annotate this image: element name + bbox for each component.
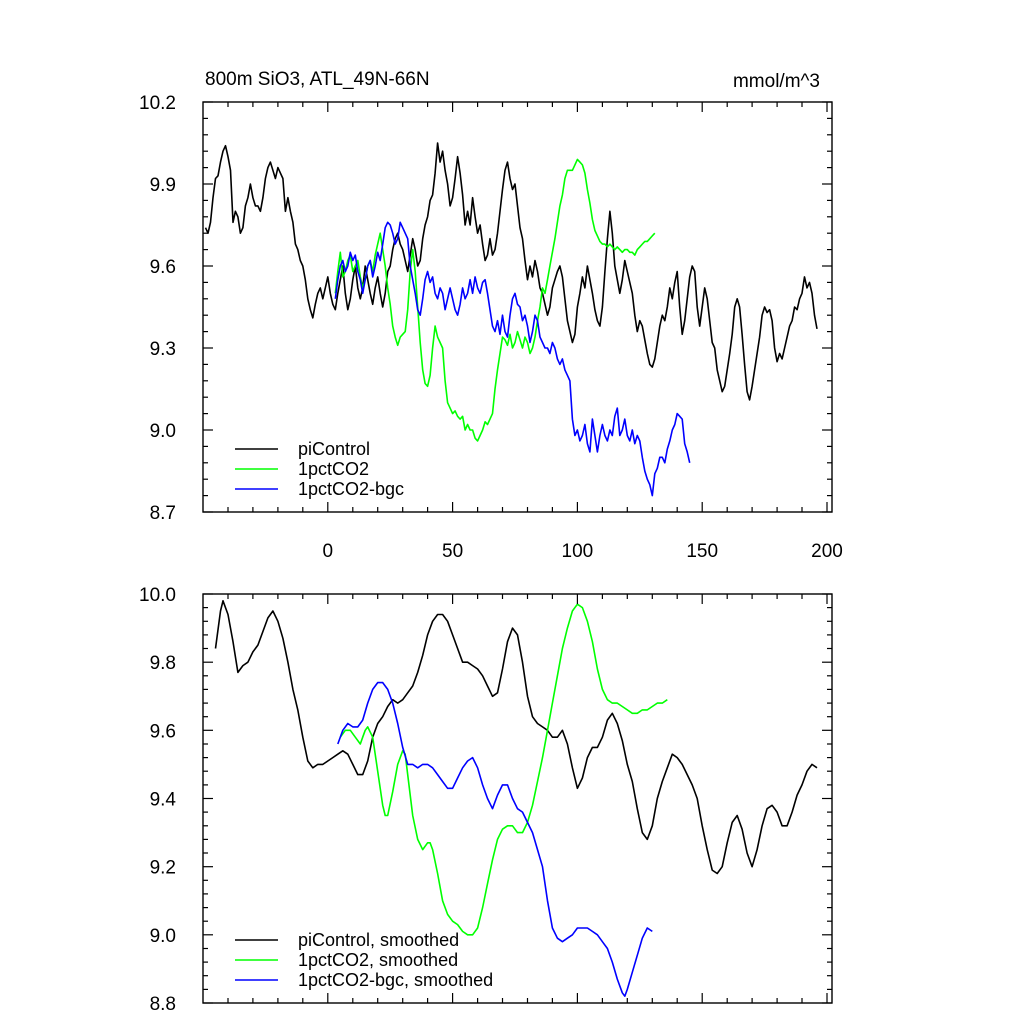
series-line-0-2 [334, 221, 691, 497]
x-tick-label-0-4: 200 [811, 541, 843, 562]
top-panel-units: mmol/m^3 [733, 71, 820, 92]
legend-label-1-0: piControl, smoothed [298, 930, 459, 950]
y-tick-label-1-4: 9.6 [150, 721, 176, 742]
y-tick-label-0-3: 9.6 [150, 257, 176, 278]
legend-label-1-2: 1pctCO2-bgc, smoothed [298, 970, 493, 990]
x-ticks-1 [227, 594, 828, 1003]
x-tick-label-0-2: 100 [562, 541, 594, 562]
x-tick-label-0-1: 50 [442, 541, 463, 562]
legend-label-1-1: 1pctCO2, smoothed [298, 950, 458, 970]
series-line-1-2 [337, 681, 653, 997]
y-ticks-1 [203, 593, 832, 1004]
y-tick-label-0-1: 9.0 [150, 421, 176, 442]
top-panel-title: 800m SiO3, ATL_49N-66N [205, 69, 430, 90]
y-tick-label-1-2: 9.2 [150, 858, 176, 879]
legend-label-0-0: piControl [298, 439, 370, 459]
y-ticks-0 [203, 101, 832, 513]
y-tick-label-1-1: 9.0 [150, 926, 176, 947]
x-tick-label-0-3: 150 [686, 541, 718, 562]
y-tick-label-1-0: 8.8 [150, 994, 176, 1015]
y-tick-label-0-4: 9.9 [150, 175, 176, 196]
x-tick-label-0-0: 0 [323, 541, 334, 562]
series-line-1-0 [214, 600, 818, 875]
y-tick-label-0-5: 10.2 [139, 93, 176, 114]
y-tick-label-0-0: 8.7 [150, 503, 176, 524]
legend-label-0-2: 1pctCO2-bgc [298, 479, 404, 499]
x-ticks-0 [227, 102, 828, 512]
plot-frame-0 [202, 101, 833, 513]
series-line-1-1 [339, 603, 668, 936]
bottom-panel: 8.8 9.0 9.2 9.4 9.6 9.8 10.0 piControl, smoothe… [139, 585, 833, 1015]
top-panel: 800m SiO3, ATL_49N-66N mmol/m^3 0 50 100 15… [139, 69, 843, 562]
legend-label-0-1: 1pctCO2 [298, 459, 369, 479]
y-tick-label-1-5: 9.8 [150, 653, 176, 674]
y-tick-label-1-3: 9.4 [150, 790, 177, 811]
y-tick-label-1-6: 10.0 [139, 585, 176, 606]
y-tick-label-0-2: 9.3 [150, 339, 176, 360]
series-line-0-1 [334, 158, 656, 442]
series-line-0-0 [204, 142, 818, 401]
